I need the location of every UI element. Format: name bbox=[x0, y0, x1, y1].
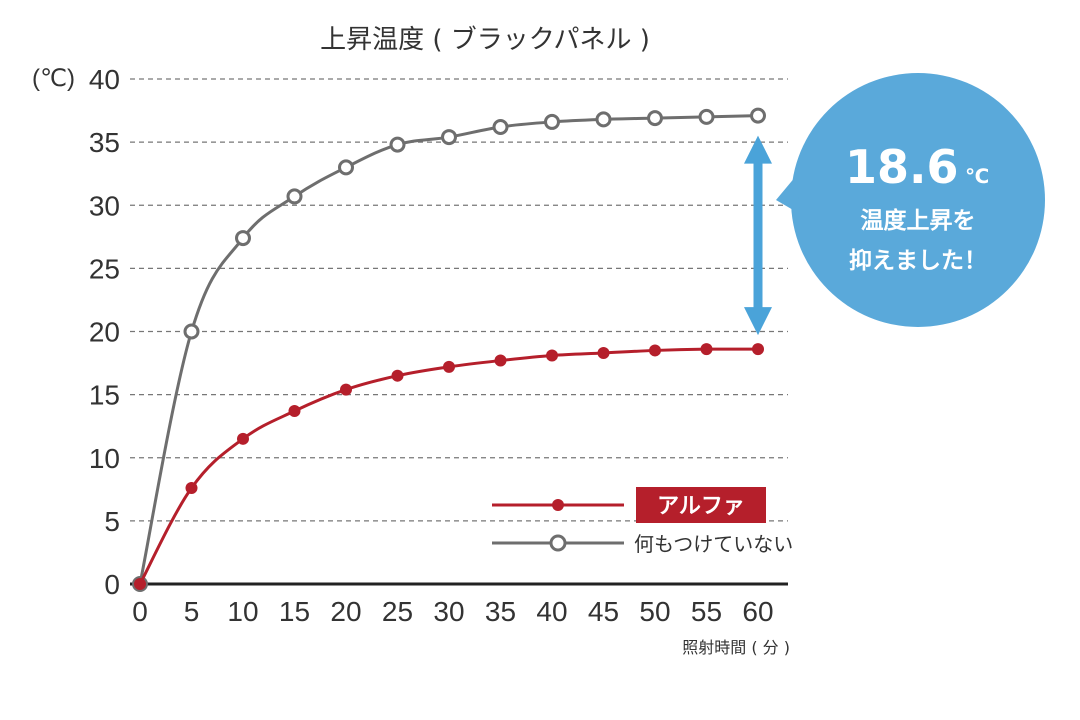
y-tick-label: 0 bbox=[104, 569, 120, 600]
data-point bbox=[286, 188, 303, 205]
data-point bbox=[391, 369, 404, 382]
data-point bbox=[443, 360, 455, 373]
data-point bbox=[546, 349, 558, 362]
y-tick-label: 20 bbox=[89, 317, 120, 348]
callout-circle bbox=[791, 73, 1045, 327]
x-tick-label: 45 bbox=[588, 596, 619, 627]
legend-label-box-alpha bbox=[636, 487, 766, 523]
y-tick-label: 10 bbox=[89, 443, 120, 474]
gridlines bbox=[130, 78, 788, 522]
data-point bbox=[544, 113, 560, 130]
x-tick-label: 20 bbox=[330, 596, 361, 627]
data-point bbox=[494, 354, 507, 367]
x-tick-label: 55 bbox=[691, 596, 722, 627]
data-point bbox=[752, 343, 764, 356]
data-point bbox=[700, 343, 713, 356]
legend-marker-alpha bbox=[552, 499, 564, 511]
x-tick-label: 50 bbox=[639, 596, 670, 627]
x-tick-label: 15 bbox=[279, 596, 310, 627]
series-alpha bbox=[134, 343, 764, 590]
data-point bbox=[338, 159, 354, 176]
arrow-shaft bbox=[753, 161, 763, 310]
data-point bbox=[441, 129, 457, 146]
x-tick-label: 5 bbox=[184, 596, 200, 627]
x-tick-labels: 0 5 10 15 20 25 30 35 40 45 50 55 60 bbox=[132, 596, 773, 627]
legend-label-alpha: アルファ bbox=[657, 494, 745, 519]
data-point bbox=[340, 383, 352, 396]
data-point bbox=[698, 108, 715, 125]
y-tick-label: 30 bbox=[89, 190, 120, 221]
y-tick-label: 35 bbox=[89, 127, 120, 158]
x-tick-label: 30 bbox=[433, 596, 464, 627]
x-tick-label: 35 bbox=[485, 596, 516, 627]
data-point bbox=[647, 110, 663, 127]
chart-title: 上昇温度 ( ブラックパネル ) bbox=[320, 25, 650, 55]
y-tick-label: 25 bbox=[89, 253, 120, 284]
x-tick-label: 25 bbox=[382, 596, 413, 627]
arrow-head-down bbox=[744, 307, 772, 336]
y-axis-unit: (℃) bbox=[32, 65, 75, 92]
data-point bbox=[750, 107, 766, 124]
y-tick-label: 5 bbox=[104, 506, 120, 537]
data-point bbox=[237, 432, 249, 445]
arrow-head-up bbox=[744, 135, 772, 164]
series-layer bbox=[132, 107, 766, 592]
y-tick-label: 40 bbox=[89, 64, 120, 95]
data-point bbox=[389, 136, 406, 153]
data-point bbox=[183, 323, 200, 340]
data-point bbox=[595, 111, 612, 128]
legend-label-uncoated: 何もつけていない bbox=[634, 532, 793, 556]
x-tick-label: 60 bbox=[742, 596, 773, 627]
legend: アルファ 何もつけていない bbox=[492, 487, 793, 556]
data-point bbox=[649, 344, 661, 357]
x-tick-label: 0 bbox=[132, 596, 148, 627]
callout-message-line-1: 温度上昇を bbox=[861, 207, 976, 234]
callout-unit: ℃ bbox=[965, 164, 989, 188]
y-tick-labels: 0 5 10 15 20 25 30 35 40 bbox=[89, 64, 120, 600]
data-point bbox=[492, 118, 509, 135]
legend-marker-uncoated bbox=[549, 534, 567, 552]
data-point bbox=[185, 482, 198, 495]
callout-bubble: 18.6 ℃ 温度上昇を 抑えました！ bbox=[776, 73, 1045, 327]
callout-message-line-2: 抑えました！ bbox=[849, 248, 987, 274]
callout-value: 18.6 bbox=[845, 140, 959, 194]
difference-arrow bbox=[744, 135, 772, 336]
series-uncoated bbox=[132, 107, 766, 592]
x-tick-label: 10 bbox=[227, 596, 258, 627]
callout-tail bbox=[776, 176, 800, 214]
y-tick-label: 15 bbox=[89, 380, 120, 411]
x-tick-label: 40 bbox=[536, 596, 567, 627]
data-point bbox=[597, 346, 610, 359]
data-point bbox=[235, 230, 251, 247]
x-axis-label: 照射時間 ( 分 ) bbox=[682, 638, 790, 657]
data-point bbox=[134, 578, 146, 590]
data-point bbox=[288, 405, 301, 418]
